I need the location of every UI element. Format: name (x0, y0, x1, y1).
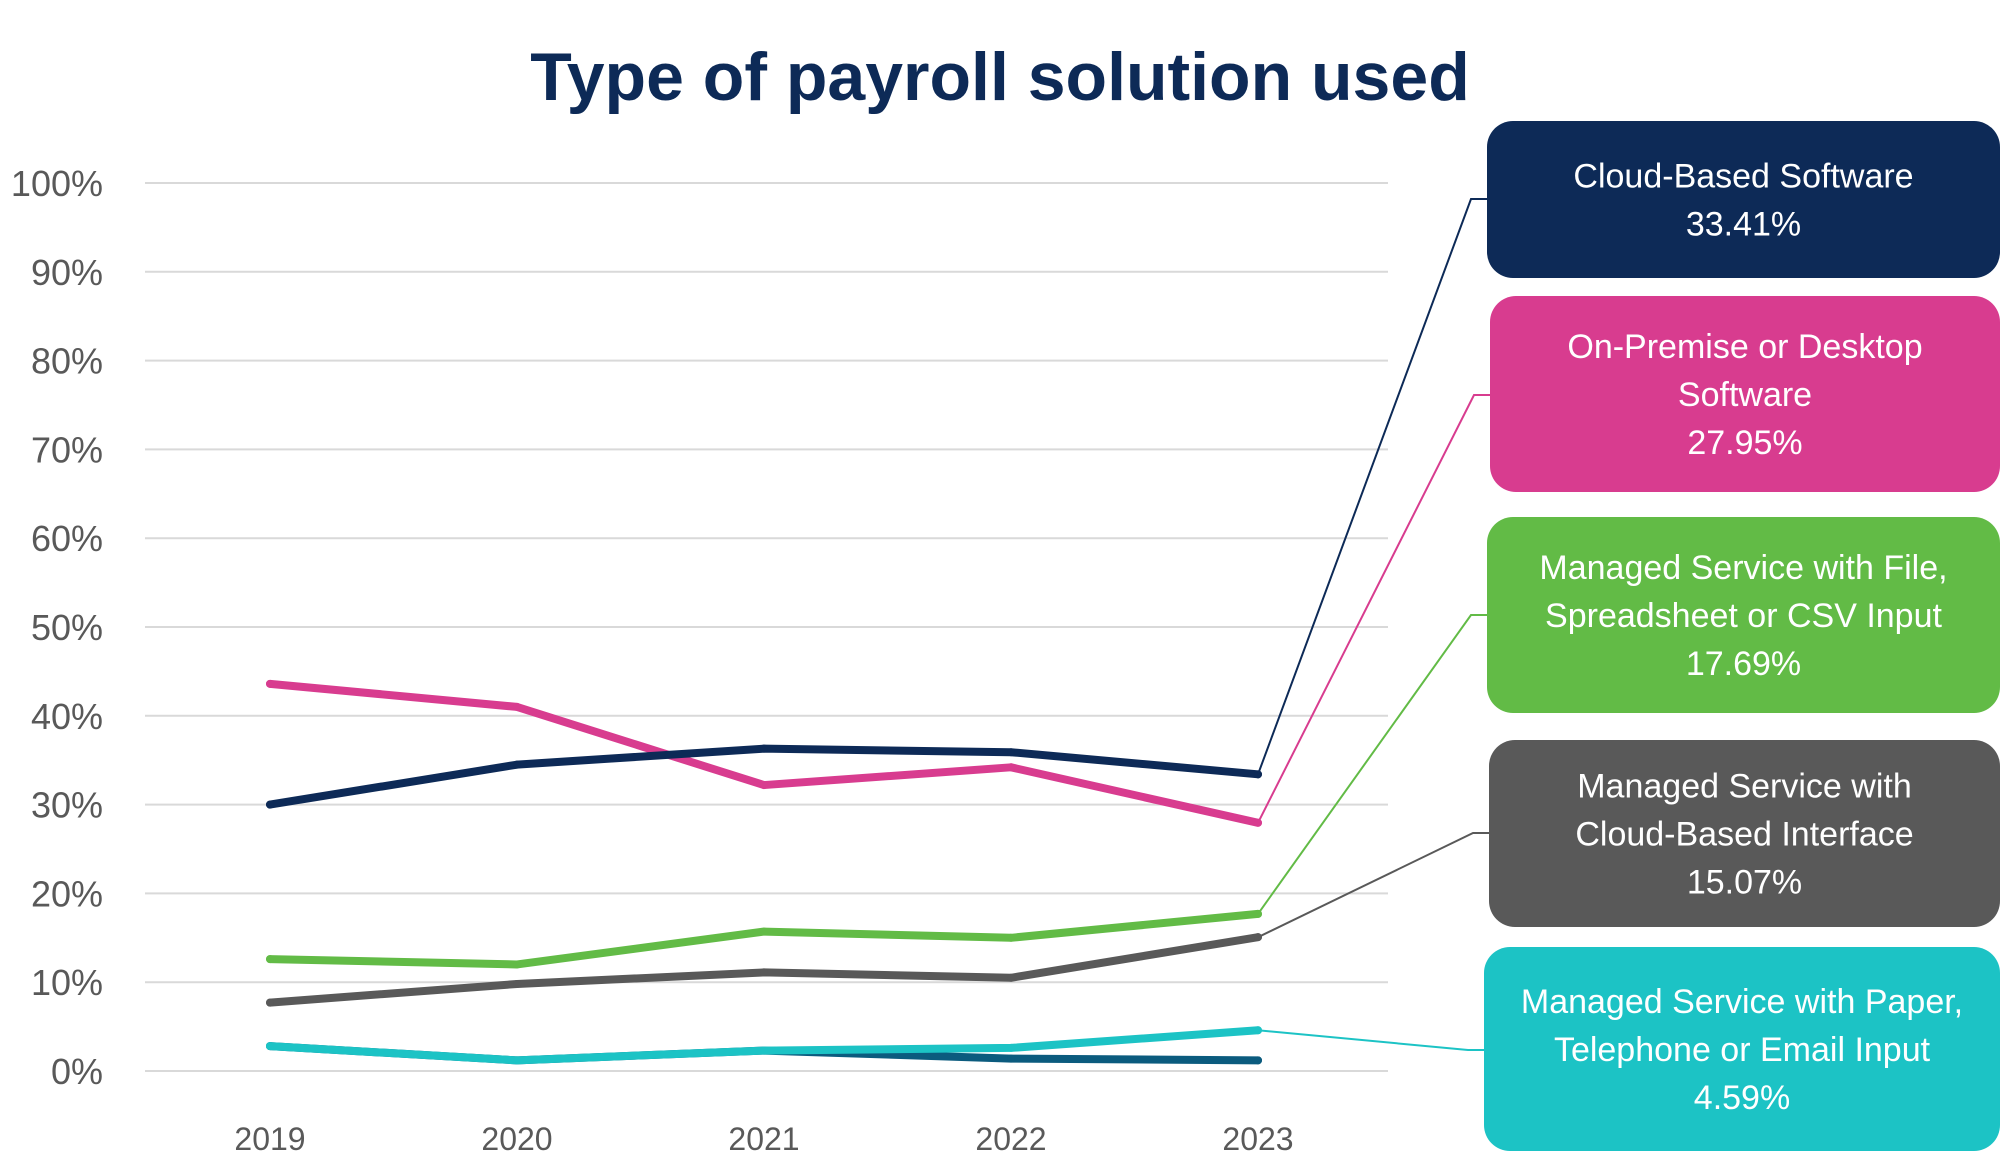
callout-label: Managed Service with File, (1539, 549, 1947, 587)
y-tick-label: 20% (31, 873, 103, 914)
series-lines (266, 679, 1262, 1065)
data-point (760, 744, 768, 753)
data-point (266, 679, 274, 688)
callout-box (1487, 121, 2000, 278)
series-callout: Managed Service with Cloud-Based Interfac… (1489, 740, 2000, 927)
callout-value: 27.95% (1687, 424, 1802, 462)
series-callouts: Cloud-Based Software 33.41% On-Premise or … (1484, 121, 2000, 1151)
y-axis-ticks: 0% 10% 20% 30% 40% 50% 60% 70% 80% 90% 100% (11, 163, 103, 1092)
series-callout: On-Premise or Desktop Software 27.95% (1490, 296, 2000, 492)
callout-label: Spreadsheet or CSV Input (1545, 597, 1942, 635)
callout-value: 4.59% (1694, 1079, 1790, 1117)
data-point (1007, 973, 1015, 982)
data-point (266, 998, 274, 1007)
x-tick-label: 2023 (1222, 1121, 1293, 1157)
callout-leader (1257, 1029, 1484, 1051)
x-tick-label: 2019 (234, 1121, 305, 1157)
callout-label: Cloud-Based Interface (1575, 816, 1913, 854)
y-tick-label: 100% (11, 163, 103, 204)
callout-label: On-Premise or Desktop (1567, 328, 1922, 366)
y-tick-label: 70% (31, 429, 103, 470)
series-callout: Managed Service with Paper, Telephone or … (1484, 947, 2000, 1151)
data-point (1254, 1056, 1262, 1065)
data-point (266, 1042, 274, 1051)
callout-box (1484, 947, 2000, 1151)
chart-title: Type of payroll solution used (530, 39, 1469, 115)
data-point (760, 927, 768, 936)
y-tick-label: 60% (31, 518, 103, 559)
callout-leader (1257, 832, 1489, 939)
data-point (266, 955, 274, 964)
y-tick-label: 30% (31, 785, 103, 826)
y-tick-label: 0% (51, 1051, 103, 1092)
x-tick-label: 2022 (975, 1121, 1046, 1157)
data-point (760, 781, 768, 790)
callout-leader (1257, 614, 1487, 915)
series-callout: Cloud-Based Software 33.41% (1487, 121, 2000, 278)
data-point (760, 1046, 768, 1055)
callout-box (1490, 296, 2000, 492)
y-tick-label: 80% (31, 341, 103, 382)
gridlines (145, 182, 1388, 1072)
series-line (266, 909, 1262, 969)
y-tick-label: 10% (31, 962, 103, 1003)
callout-label: Cloud-Based Software (1573, 158, 1913, 196)
data-point (513, 1056, 521, 1065)
data-point (513, 702, 521, 711)
data-point (513, 979, 521, 988)
data-point (513, 760, 521, 769)
y-tick-label: 40% (31, 696, 103, 737)
data-point (760, 968, 768, 977)
data-point (1007, 933, 1015, 942)
data-point (1007, 763, 1015, 772)
callout-leaders (1257, 198, 1490, 1051)
data-point (266, 800, 274, 809)
callout-label: Software (1678, 376, 1812, 414)
callout-label: Managed Service with (1577, 768, 1912, 806)
callout-leader (1257, 198, 1487, 775)
series-line (266, 679, 1262, 827)
series-line (266, 744, 1262, 809)
x-tick-label: 2020 (481, 1121, 552, 1157)
x-tick-label: 2021 (728, 1121, 799, 1157)
callout-box (1487, 517, 2000, 713)
data-point (1007, 1054, 1015, 1063)
y-tick-label: 90% (31, 252, 103, 293)
callout-label: Telephone or Email Input (1554, 1031, 1931, 1069)
callout-value: 33.41% (1686, 206, 1801, 244)
data-point (513, 960, 521, 969)
data-point (1007, 748, 1015, 757)
callout-value: 15.07% (1687, 864, 1802, 902)
x-axis-ticks: 2019 2020 2021 2022 2023 (234, 1121, 1293, 1157)
data-point (1007, 1043, 1015, 1052)
callout-box (1489, 740, 2000, 927)
series-callout: Managed Service with File, Spreadsheet or… (1487, 517, 2000, 713)
y-tick-label: 50% (31, 607, 103, 648)
callout-leader (1257, 394, 1490, 824)
callout-value: 17.69% (1686, 645, 1801, 683)
callout-label: Managed Service with Paper, (1521, 983, 1963, 1021)
